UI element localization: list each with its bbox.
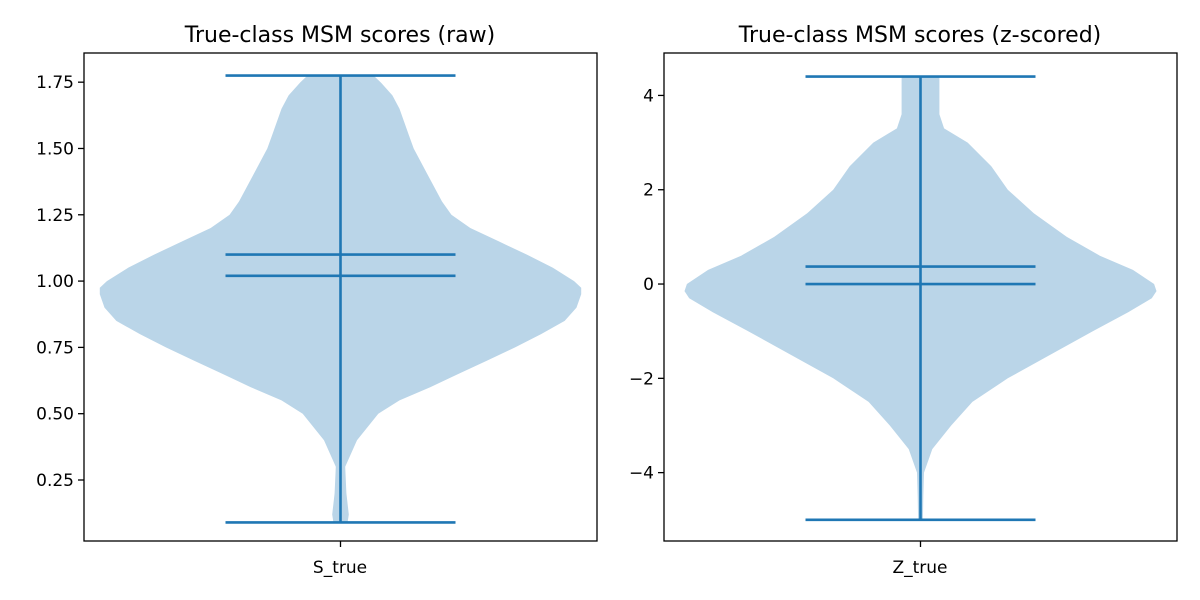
y-tick-label: 1.75 [36, 73, 74, 93]
x-tick-label: S_true [313, 558, 367, 578]
y-tick-label: 2 [643, 181, 654, 201]
chart-panel-zscored: True-class MSM scores (z-scored) Z_true … [629, 23, 1178, 578]
y-tick-label: 4 [643, 86, 654, 106]
y-tick-label: −4 [629, 464, 654, 484]
chart-panel-raw: True-class MSM scores (raw) S_true 0.25 0… [36, 23, 598, 578]
y-tick-label: 0 [643, 275, 654, 295]
y-tick-label: 0.75 [36, 338, 74, 358]
y-tick-label: 1.50 [36, 139, 74, 159]
chart-title: True-class MSM scores (z-scored) [738, 23, 1102, 48]
chart-title: True-class MSM scores (raw) [184, 23, 495, 48]
y-tick-label: 0.25 [36, 471, 74, 491]
x-tick-label: Z_true [892, 558, 947, 578]
y-tick-label: 1.25 [36, 206, 74, 226]
y-tick-label: −2 [629, 369, 654, 389]
y-tick-label: 0.50 [36, 405, 74, 425]
y-tick-label: 1.00 [36, 272, 74, 292]
